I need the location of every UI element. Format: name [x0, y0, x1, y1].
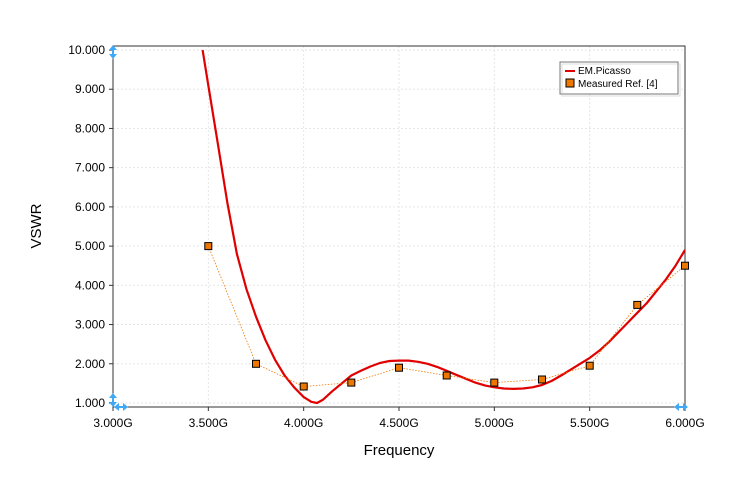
- y-axis-top-handle-icon[interactable]: [109, 45, 117, 59]
- series-layer: [201, 49, 689, 405]
- y-tick-label: 5.000: [75, 239, 105, 253]
- x-tick-label: 4.500G: [379, 416, 418, 430]
- y-axis-bottom-handle-icon[interactable]: [109, 393, 117, 407]
- y-axis-title: VSWR: [28, 203, 45, 248]
- measured-data-point: [633, 300, 642, 309]
- legend-label-series-1: EM.Picasso: [578, 66, 631, 77]
- measured-data-point: [585, 361, 594, 370]
- legend-square-marker: [565, 78, 575, 88]
- legend-shadow: [561, 63, 681, 97]
- axis-handles[interactable]: [109, 45, 688, 411]
- legend-label-series-2: Measured Ref. [4]: [578, 79, 658, 90]
- measured-data-point: [347, 378, 356, 387]
- y-tick-label: 3.000: [75, 318, 105, 332]
- measured-data-point: [204, 242, 213, 251]
- measured-data-point: [299, 382, 308, 391]
- x-tick-label: 6.000G: [665, 416, 704, 430]
- legend-box: [559, 61, 679, 95]
- y-tick-label: 9.000: [75, 82, 105, 96]
- x-tick-label: 5.000G: [475, 416, 514, 430]
- y-tick-label: 4.000: [75, 278, 105, 292]
- x-tick-label: 5.500G: [570, 416, 609, 430]
- y-axis-ticks: 1.000 2.000 3.000 4.000 5.000 6.000 7.000 8.000…: [68, 43, 113, 410]
- legend: EM.Picasso Measured Ref. [4]: [559, 61, 681, 97]
- measured-data-point: [681, 261, 689, 270]
- x-tick-label: 4.000G: [284, 416, 323, 430]
- measured-data-point: [442, 371, 451, 380]
- x-tick-label: 3.000G: [93, 416, 132, 430]
- x-axis-right-handle-icon[interactable]: [674, 403, 688, 411]
- y-tick-label: 10.000: [68, 43, 105, 57]
- y-tick-label: 6.000: [75, 200, 105, 214]
- y-tick-label: 1.000: [75, 396, 105, 410]
- x-axis-ticks: 3.000G 3.500G 4.000G 4.500G 5.000G 5.500G 6.00…: [93, 407, 705, 430]
- x-axis-left-handle-icon[interactable]: [114, 403, 128, 411]
- x-tick-label: 3.500G: [189, 416, 228, 430]
- series-line-em-picasso: [201, 49, 685, 405]
- measured-data-point: [252, 359, 260, 368]
- y-tick-label: 7.000: [75, 161, 105, 175]
- y-tick-label: 2.000: [75, 357, 105, 371]
- series-connector-measured: [207, 245, 686, 387]
- measured-data-point: [395, 363, 403, 372]
- y-tick-label: 8.000: [75, 121, 105, 135]
- x-axis-title: Frequency: [364, 442, 435, 459]
- measured-data-point: [538, 375, 546, 384]
- measured-data-point: [490, 378, 499, 387]
